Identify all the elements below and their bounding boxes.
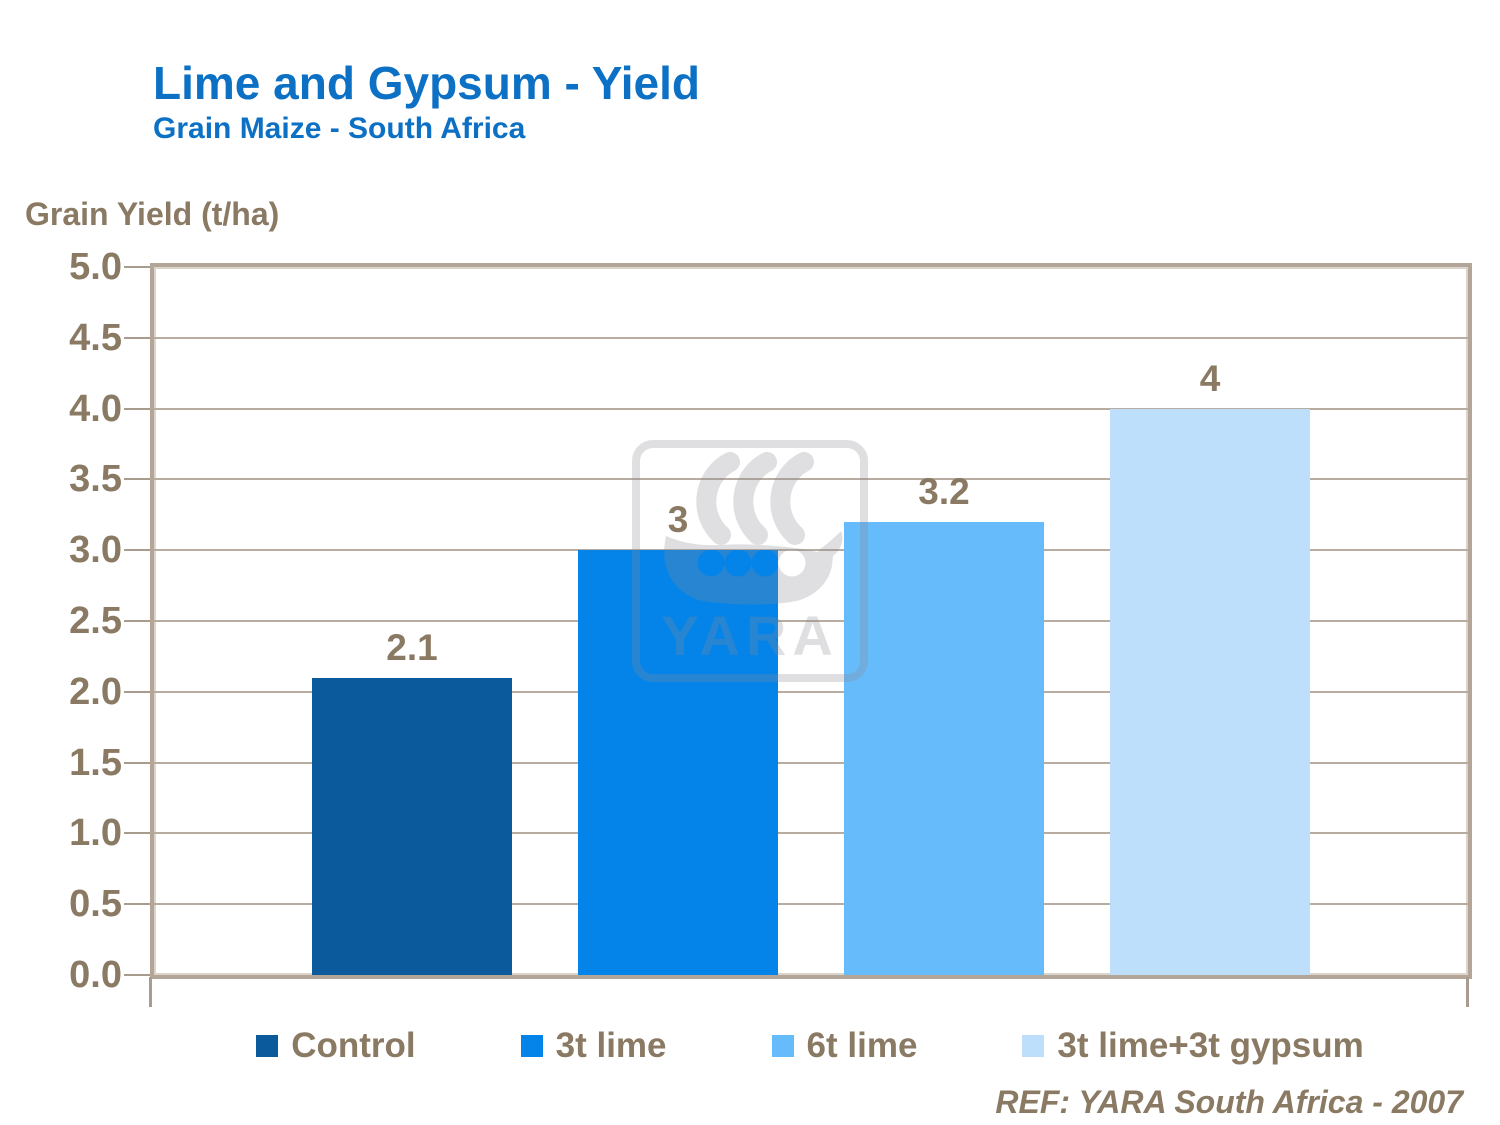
y-axis-title: Grain Yield (t/ha) [25, 196, 280, 232]
y-tick-2.5 [124, 620, 150, 622]
bar-control [312, 677, 512, 975]
reference-note: REF: YARA South Africa - 2007 [995, 1084, 1463, 1120]
bar-group-6t-lime: 3.2 [844, 471, 1044, 975]
x-axis-right-end-tick [1466, 977, 1469, 1007]
y-tick-1.5 [124, 761, 150, 764]
y-tick-1.0 [124, 832, 150, 835]
bar-3t-lime [578, 550, 778, 975]
legend-swatch-6t-lime [771, 1035, 794, 1057]
legend-item-6t-lime: 6t lime [771, 1026, 918, 1066]
legend-swatch-control [256, 1035, 279, 1057]
gridline-2.5 [154, 620, 1468, 622]
gridline-0.5 [154, 903, 1468, 906]
legend-label-control: Control [291, 1026, 416, 1065]
y-tick-label-0.0: 0.0 [69, 954, 122, 996]
y-tick-3.0 [124, 549, 150, 552]
y-tick-label-5.0: 5.0 [69, 246, 122, 288]
bar-3t-lime-3t-gypsum [1110, 408, 1310, 975]
y-tick-label-4.0: 4.0 [69, 387, 122, 430]
gridline-3.0 [154, 549, 1468, 552]
bar-value-label-3t-lime-3t-gypsum: 4 [1199, 357, 1221, 399]
legend-label-6t-lime: 6t lime [806, 1026, 918, 1065]
y-tick-label-1.5: 1.5 [69, 741, 122, 784]
y-tick-3.5 [124, 478, 150, 481]
y-tick-4.0 [124, 407, 150, 410]
legend-label-3t-lime: 3t lime [555, 1026, 667, 1065]
legend-item-control: Control [256, 1026, 416, 1066]
y-tick-label-0.5: 0.5 [69, 883, 122, 926]
bar-value-label-6t-lime: 3.2 [918, 470, 970, 512]
y-tick-label-2.5: 2.5 [69, 600, 122, 642]
y-tick-label-3.5: 3.5 [69, 458, 122, 501]
legend-item-3t-lime-3t-gypsum: 3t lime+3t gypsum [1022, 1026, 1364, 1066]
gridline-1.5 [154, 761, 1468, 764]
bar-6t-lime [844, 521, 1044, 975]
chart-subtitle: Grain Maize - South Africa [153, 112, 526, 145]
y-tick-label-4.5: 4.5 [69, 316, 122, 359]
y-tick-0.0 [124, 974, 150, 976]
bar-value-label-control: 2.1 [386, 626, 438, 668]
legend-label-3t-lime-3t-gypsum: 3t lime+3t gypsum [1057, 1026, 1364, 1065]
x-axis-left-end-tick [149, 977, 152, 1007]
y-tick-label-2.0: 2.0 [69, 670, 122, 713]
gridline-3.5 [154, 478, 1468, 481]
legend: Control 3t lime 6t lime 3t lime+3t gypsum [120, 1026, 1500, 1066]
y-tick-5.0 [124, 266, 150, 268]
y-tick-label-1.0: 1.0 [69, 812, 122, 855]
legend-swatch-3t-lime-3t-gypsum [1022, 1035, 1045, 1057]
gridline-4.5 [154, 336, 1468, 339]
gridline-4.0 [154, 407, 1468, 410]
legend-item-3t-lime: 3t lime [520, 1026, 667, 1066]
y-tick-0.5 [124, 903, 150, 906]
chart-title: Lime and Gypsum - Yield [153, 57, 701, 109]
gridline-1.0 [154, 832, 1468, 835]
bar-group-control: 2.1 [312, 627, 512, 975]
gridline-2.0 [154, 690, 1468, 693]
y-tick-4.5 [124, 336, 150, 339]
bar-series: 2.1 3 3.2 4 [154, 358, 1468, 975]
bar-group-3t-lime: 3 [578, 499, 778, 975]
y-tick-2.0 [124, 690, 150, 693]
bar-value-label-3t-lime: 3 [667, 499, 689, 541]
bar-group-3t-lime-3t-gypsum: 4 [1110, 358, 1310, 975]
plot-area: 2.1 3 3.2 4 [150, 263, 1472, 979]
legend-swatch-3t-lime [520, 1035, 543, 1057]
y-tick-label-3.0: 3.0 [69, 529, 122, 572]
